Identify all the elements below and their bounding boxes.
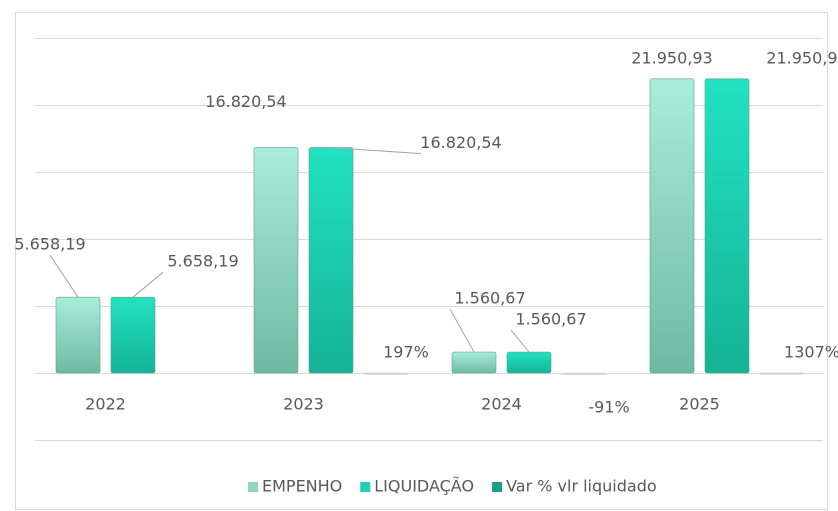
legend-swatch xyxy=(248,482,258,492)
bar xyxy=(506,351,552,374)
data-label: 1307% xyxy=(784,342,838,361)
legend-label: LIQUIDAÇÃO xyxy=(374,477,474,496)
leader-line xyxy=(330,147,422,155)
data-label: 1.560,67 xyxy=(515,310,586,329)
bar xyxy=(451,351,497,374)
data-label: 1.560,67 xyxy=(454,289,525,308)
legend-swatch xyxy=(492,482,503,492)
bar xyxy=(363,372,409,375)
leader-line xyxy=(510,329,530,353)
x-tick-label: 2025 xyxy=(679,395,720,414)
data-label: 16.820,54 xyxy=(420,133,501,152)
leader-line xyxy=(132,271,164,298)
x-tick-label: 2023 xyxy=(283,395,324,414)
bar xyxy=(110,296,156,374)
leader-line xyxy=(449,308,475,353)
data-label: 5.658,19 xyxy=(14,235,85,254)
bar xyxy=(253,147,299,374)
bar xyxy=(759,372,805,375)
bar xyxy=(308,147,354,374)
leader-line xyxy=(49,254,79,298)
legend-label: EMPENHO xyxy=(262,477,342,496)
bar xyxy=(649,78,695,374)
data-label: -91% xyxy=(588,398,629,417)
data-label: 21.950,93 xyxy=(631,48,712,67)
x-tick-label: 2022 xyxy=(85,395,126,414)
data-label: 21.950,93 xyxy=(766,48,838,67)
data-label: 197% xyxy=(383,342,429,361)
data-label: 5.658,19 xyxy=(167,252,238,271)
legend-swatch xyxy=(360,482,371,492)
x-tick-label: 2024 xyxy=(481,395,522,414)
bar xyxy=(55,296,101,374)
legend-label: Var % vlr liquidado xyxy=(506,477,657,496)
data-label: 16.820,54 xyxy=(205,92,286,111)
bar xyxy=(561,372,607,375)
bar xyxy=(704,78,750,374)
